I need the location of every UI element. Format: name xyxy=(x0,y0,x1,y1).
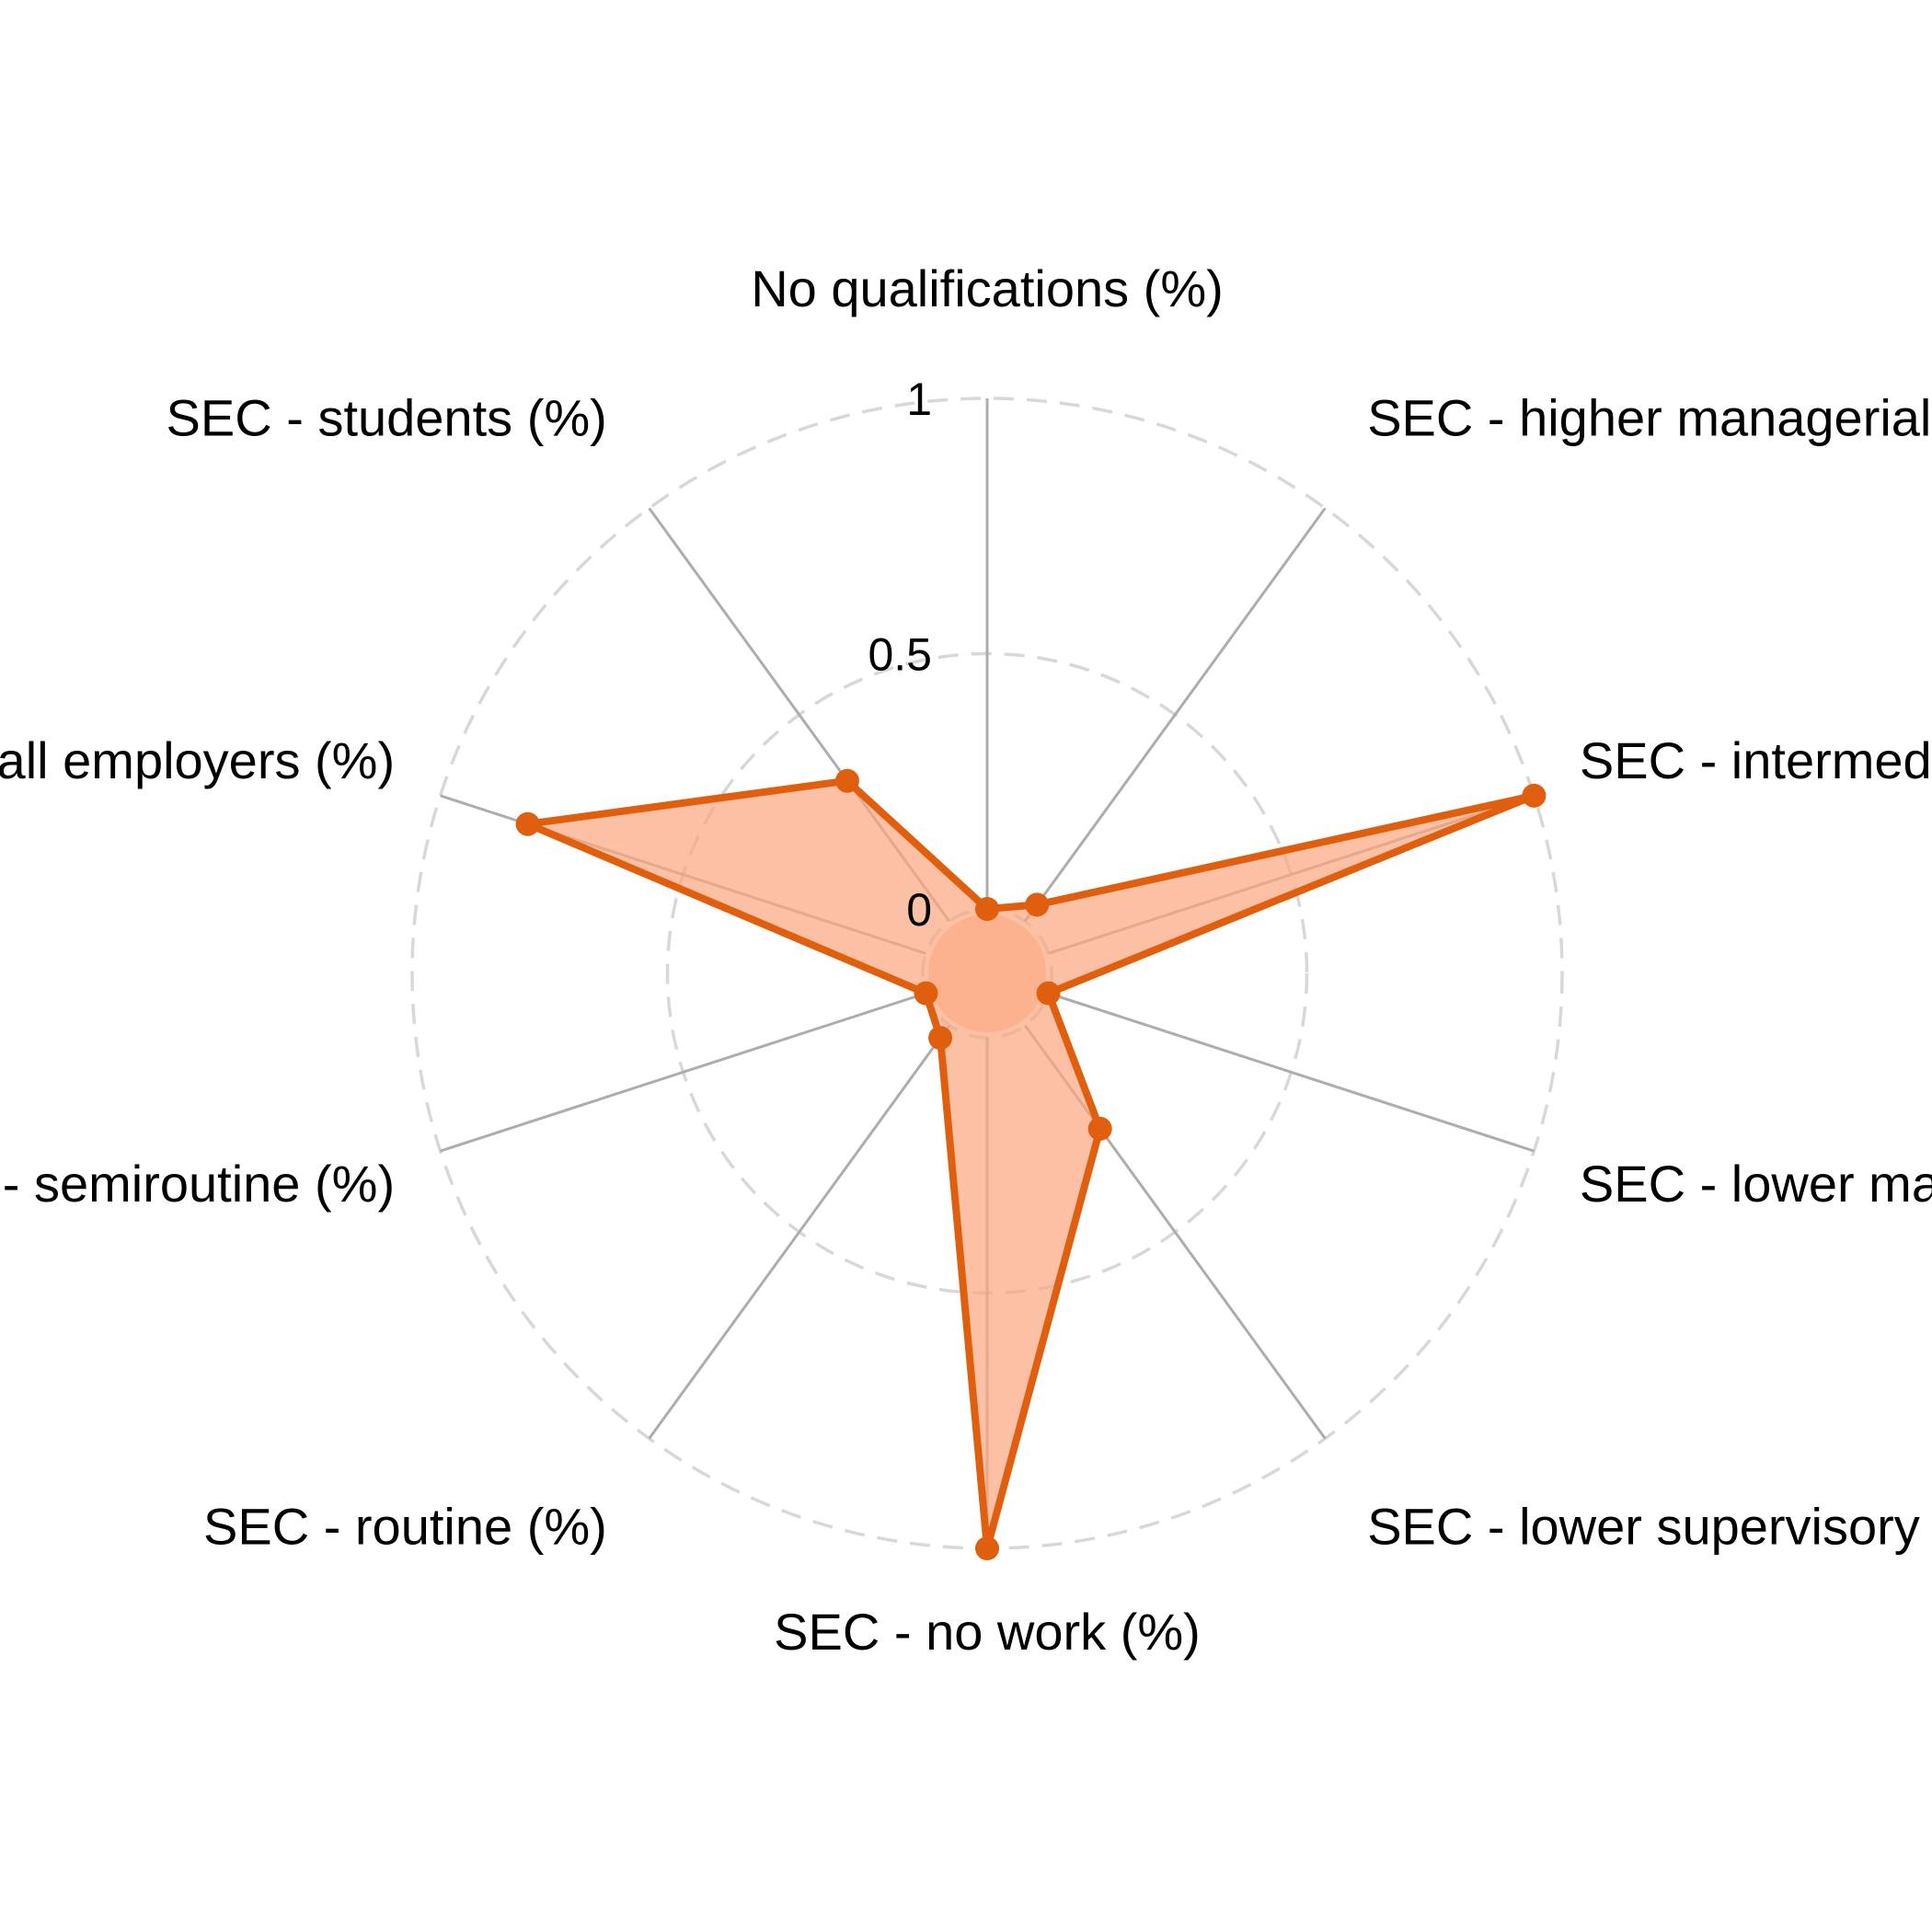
tick-label-0: 0 xyxy=(906,884,932,936)
tick-label-1: 0.5 xyxy=(868,629,932,681)
spoke-6 xyxy=(648,1024,951,1440)
data-point-8 xyxy=(515,811,540,836)
axis-label-5: SEC - no work (%) xyxy=(774,1603,1201,1661)
spoke-3 xyxy=(1048,992,1535,1153)
tick-label-2: 1 xyxy=(906,374,932,425)
data-point-0 xyxy=(975,897,999,921)
data-point-4 xyxy=(1087,1116,1112,1141)
axis-label-8: SEC - small employers (%) xyxy=(0,731,395,789)
data-point-2 xyxy=(1522,783,1547,808)
data-point-9 xyxy=(834,768,859,793)
axis-label-0: No qualifications (%) xyxy=(751,259,1224,317)
data-point-3 xyxy=(1036,981,1061,1006)
axis-label-2: SEC - intermediate (%) xyxy=(1580,731,1932,789)
axis-label-layer: No qualifications (%) SEC - higher manage… xyxy=(0,259,1932,1661)
spoke-1 xyxy=(1023,507,1327,923)
tick-label-layer: 00.51 xyxy=(868,374,932,936)
axis-label-9: SEC - students (%) xyxy=(167,388,607,446)
series-layer xyxy=(515,768,1547,1560)
data-point-6 xyxy=(928,1026,953,1051)
data-point-5 xyxy=(975,1536,999,1560)
axis-label-1: SEC - higher managerial (%) xyxy=(1367,388,1932,446)
data-point-7 xyxy=(914,981,938,1006)
axis-label-3: SEC - lower managerial (%) xyxy=(1580,1155,1932,1213)
spoke-7 xyxy=(440,992,926,1153)
axis-label-6: SEC - routine (%) xyxy=(203,1498,607,1556)
data-point-1 xyxy=(1025,892,1050,917)
axis-label-4: SEC - lower supervisory (%) xyxy=(1367,1498,1932,1556)
axis-label-7: SEC - semiroutine (%) xyxy=(0,1155,395,1213)
